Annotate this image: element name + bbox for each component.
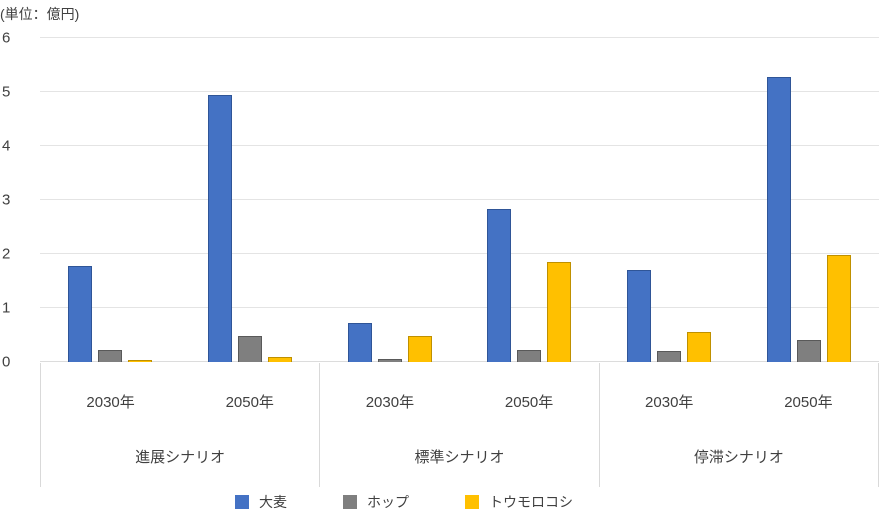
gridline-4: [40, 145, 879, 146]
category-group: 2030年 2050年標準シナリオ: [319, 363, 598, 487]
year-band: [320, 38, 460, 362]
legend-label-hops: ホップ: [367, 494, 409, 510]
year-label-row: 2030年 2050年: [320, 363, 598, 425]
scenario-label: 進展シナリオ: [135, 448, 226, 466]
bar-corn: [827, 255, 852, 362]
bar-corn: [547, 261, 572, 362]
plot-area: [40, 37, 879, 362]
y-tick-label-3: 3: [2, 191, 11, 209]
year-label-row: 2030年 2050年: [41, 363, 319, 425]
year-label: 2050年: [504, 393, 554, 411]
year-label-row: 2030年 2050年: [600, 363, 878, 425]
legend-label-barley: 大麦: [259, 494, 287, 510]
category-axis: 2030年 2050年進展シナリオ 2030年 2050年標準シナリオ 2030年 205…: [40, 363, 879, 487]
bar-corn: [127, 359, 152, 362]
year-label: 2030年: [645, 393, 694, 411]
category-group: 2030年 2050年進展シナリオ: [40, 363, 319, 487]
bar-group: [320, 38, 600, 362]
bar-corn: [407, 336, 432, 362]
bars-layer: [40, 38, 879, 362]
y-tick-label-2: 2: [2, 245, 11, 263]
bar-hops: [657, 350, 682, 362]
gridline-2: [40, 253, 879, 254]
legend-item-barley: 大麦: [235, 492, 287, 512]
legend-swatch-hops: [343, 495, 357, 509]
bar-corn: [267, 357, 292, 362]
legend-item-corn: トウモロコシ: [465, 492, 573, 512]
category-group: 2030年 2050年停滞シナリオ: [598, 363, 878, 487]
scenario-label: 標準シナリオ: [414, 448, 505, 466]
bar-barley: [487, 208, 512, 362]
bar-hops: [97, 350, 122, 362]
year-band: [460, 38, 600, 362]
year-label: 2050年: [784, 393, 833, 411]
year-band: [40, 38, 180, 362]
scenario-label: 停滞シナリオ: [693, 448, 784, 466]
gridline-5: [40, 91, 879, 92]
year-label: 2050年: [225, 393, 274, 411]
year-band: [739, 38, 879, 362]
bar-hops: [797, 340, 822, 362]
y-tick-label-1: 1: [2, 299, 11, 317]
year-band: [599, 38, 739, 362]
bar-barley: [627, 270, 652, 362]
bar-barley: [67, 265, 92, 362]
bar-group: [599, 38, 879, 362]
gridline-0: [40, 361, 879, 362]
unit-label: (単位：億円): [0, 6, 80, 22]
bar-barley: [207, 94, 232, 362]
bar-corn: [687, 332, 712, 362]
bar-hops: [517, 350, 542, 362]
bar-barley: [347, 322, 372, 362]
legend-item-hops: ホップ: [343, 492, 409, 512]
gridline-6: [40, 37, 879, 38]
gridline-3: [40, 199, 879, 200]
legend-label-corn: トウモロコシ: [489, 494, 573, 510]
year-label: 2030年: [86, 393, 135, 411]
year-label: 2030年: [365, 393, 415, 411]
bar-barley: [767, 76, 792, 362]
y-tick-label-5: 5: [2, 83, 11, 101]
legend-swatch-corn: [465, 495, 479, 509]
bar-group: [40, 38, 320, 362]
y-axis: 0 1 2 3 4 5 6: [0, 31, 28, 370]
year-band: [180, 38, 320, 362]
bar-hops: [377, 358, 402, 362]
y-tick-label-4: 4: [2, 137, 11, 155]
legend-swatch-barley: [235, 495, 249, 509]
y-tick-label-6: 6: [2, 29, 11, 47]
bar-hops: [237, 336, 262, 362]
gridline-1: [40, 307, 879, 308]
y-tick-label-0: 0: [2, 353, 11, 371]
legend: 大麦 ホップ トウモロコシ: [0, 492, 844, 512]
